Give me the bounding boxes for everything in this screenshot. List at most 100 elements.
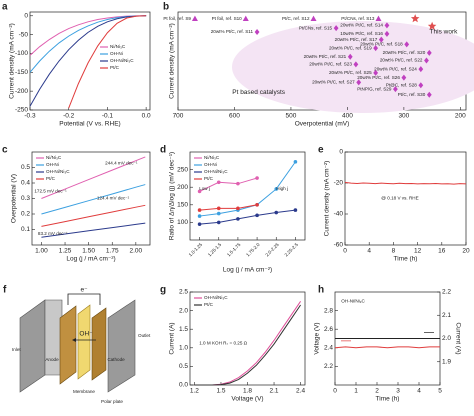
point-label: 20wt% Pt/C, ref. S23 (309, 62, 352, 67)
point-label: 20wt% Pt/C, ref. S21 (304, 54, 347, 59)
x-tick-label: 1.75-2.0 (245, 242, 261, 258)
panel-label: f (3, 285, 7, 296)
point-label: 20wt% Pt/C, ref. S17 (335, 37, 378, 42)
point-label: Pt/CNs, ref. S15 (299, 25, 333, 30)
point-diamond (418, 66, 424, 73)
point-diamond (401, 74, 407, 81)
y-tick-label: 150 (177, 202, 188, 209)
y-tick-label: 0.3 (21, 195, 30, 202)
point-label: PtNP/G, ref. S29 (357, 86, 392, 91)
x-tick-label: -0.1 (102, 113, 114, 120)
legend-label: OH-Ni/Ni₃C (46, 169, 70, 174)
point-label: Pt/C, ref. S12 (282, 16, 310, 21)
point-label: 10wt% Pt/C, ref. S16 (340, 31, 383, 36)
y-tick-label: -50 (19, 31, 29, 38)
point-label: 20wt% Pt/C, ref. S20 (383, 50, 426, 55)
legend-label: OH-Ni/Ni₃C (204, 169, 228, 174)
annotation: This work (430, 28, 459, 35)
y-tick-label: 1.0 (179, 345, 188, 352)
y-tick-label: 2.6 (324, 326, 333, 333)
y-tick-label: -100 (15, 50, 28, 57)
hydroxide-label: OH⁻ (79, 331, 93, 338)
point-triangle (310, 15, 317, 22)
y-tick-label: -40 (334, 211, 344, 218)
x-tick-label: 0 (333, 388, 337, 395)
point-label: Pt@C, ref. S28 (386, 82, 417, 87)
legend-label: OH-Ni (46, 162, 59, 167)
arrow-head (72, 338, 76, 342)
x-tick-label: 1 (354, 388, 358, 395)
x-tick-label: 1.50 (82, 248, 95, 255)
x-tick-label: 0 (343, 248, 347, 255)
legend-label: OH-Ni/Ni₃C (204, 295, 228, 300)
y-axis-label: Current (A) (169, 322, 176, 354)
point-diamond (384, 22, 390, 29)
x-tick-label: 2.4 (296, 388, 305, 395)
legend-label: OH-Ni (204, 162, 217, 167)
x-tick-label: 5 (438, 388, 442, 395)
series-line (68, 15, 147, 109)
polar-plate-right (107, 299, 136, 393)
diagram-f: f e⁻ OH⁻ Anode Cathode Membrane Polar pl… (3, 285, 151, 405)
point-label: 20wt% Pt/C, ref. S18 (360, 42, 403, 47)
series-line (344, 181, 467, 185)
x-axis-label: Log (j / mA cm⁻²) (66, 256, 115, 263)
point-star (427, 21, 437, 30)
y-tick-label: 0.1 (21, 226, 30, 233)
point-triangle (191, 15, 198, 22)
x-axis-label: Time (h) (394, 256, 418, 263)
series-line (41, 204, 146, 227)
point-label: Pt foil, ref. S9 (163, 16, 191, 21)
x-tick-label: 300 (398, 113, 409, 120)
y-tick-label: 2.0 (179, 307, 188, 314)
highlight-region (232, 21, 474, 113)
series-line (41, 184, 146, 215)
x-axis-label: Potential (V vs. RHE) (59, 121, 120, 128)
point-diamond (373, 69, 379, 76)
point-label: Pt foil, ref. S10 (212, 16, 243, 21)
panel-label: c (2, 145, 8, 156)
y2-axis-label: Current (A) (454, 322, 461, 354)
legend-label: Pt/C (204, 302, 214, 307)
plate-side (44, 299, 63, 376)
y2-tick-label: 2.1 (442, 312, 451, 319)
y-tick-label: 250 (177, 166, 188, 173)
panel-label: d (160, 145, 166, 156)
point-label: 20wt% Pt/C, ref. S25 (329, 70, 372, 75)
series-line (199, 209, 296, 225)
marker (255, 176, 259, 180)
point-star (410, 14, 420, 23)
point-diamond (356, 79, 362, 86)
point-label: 20wt% Pt/C, ref. S26 (357, 75, 400, 80)
point-label: Pt/CNs, ref. S13 (341, 16, 375, 21)
panel-label: h (318, 285, 324, 296)
point-diamond (384, 30, 390, 37)
annotation: 1.0 M KOH Rₛ = 0.25 Ω (199, 340, 247, 345)
plot-frame (344, 151, 467, 246)
x-tick-label: -0.2 (63, 113, 75, 120)
x-axis-label: Overpotential (mV) (295, 121, 350, 128)
point-diamond (378, 36, 384, 43)
y-tick-label: 0.0 (179, 382, 188, 389)
point-triangle (242, 15, 249, 22)
x-tick-label: 1.25-1.5 (207, 242, 223, 258)
anode (59, 305, 77, 385)
series-line (41, 222, 146, 238)
x-tick-label: -0.3 (24, 113, 36, 120)
legend-label: Ni/Ni₃C (110, 44, 126, 49)
point-label: 20wt% Pt/C, ref. S19 (329, 45, 372, 50)
membrane-label: Membrane (73, 389, 95, 394)
x-tick-label: 2.00 (130, 248, 143, 255)
series-line (29, 15, 147, 107)
polar-plate-left (19, 299, 46, 393)
legend-label: Ni/Ni₃C (46, 155, 62, 160)
point-label: 20wt% Pt/C, ref. S27 (312, 80, 355, 85)
y-axis-label: Current density (mA cm⁻²) (324, 161, 331, 237)
x-axis-label: Log (j / mA cm⁻²) (223, 267, 272, 274)
point-diamond (353, 61, 359, 68)
point-label: 20wt% Pt/C, ref. S11 (211, 29, 254, 34)
y-axis-label: Ratio of Δη/Δlog (j) (mV dec⁻¹) (169, 152, 176, 240)
annotation: 83.2 mV dec⁻¹ (38, 231, 68, 236)
point-label: 20wt% Pt/C, ref. S14 (340, 23, 383, 28)
electron-label: e⁻ (80, 287, 88, 294)
